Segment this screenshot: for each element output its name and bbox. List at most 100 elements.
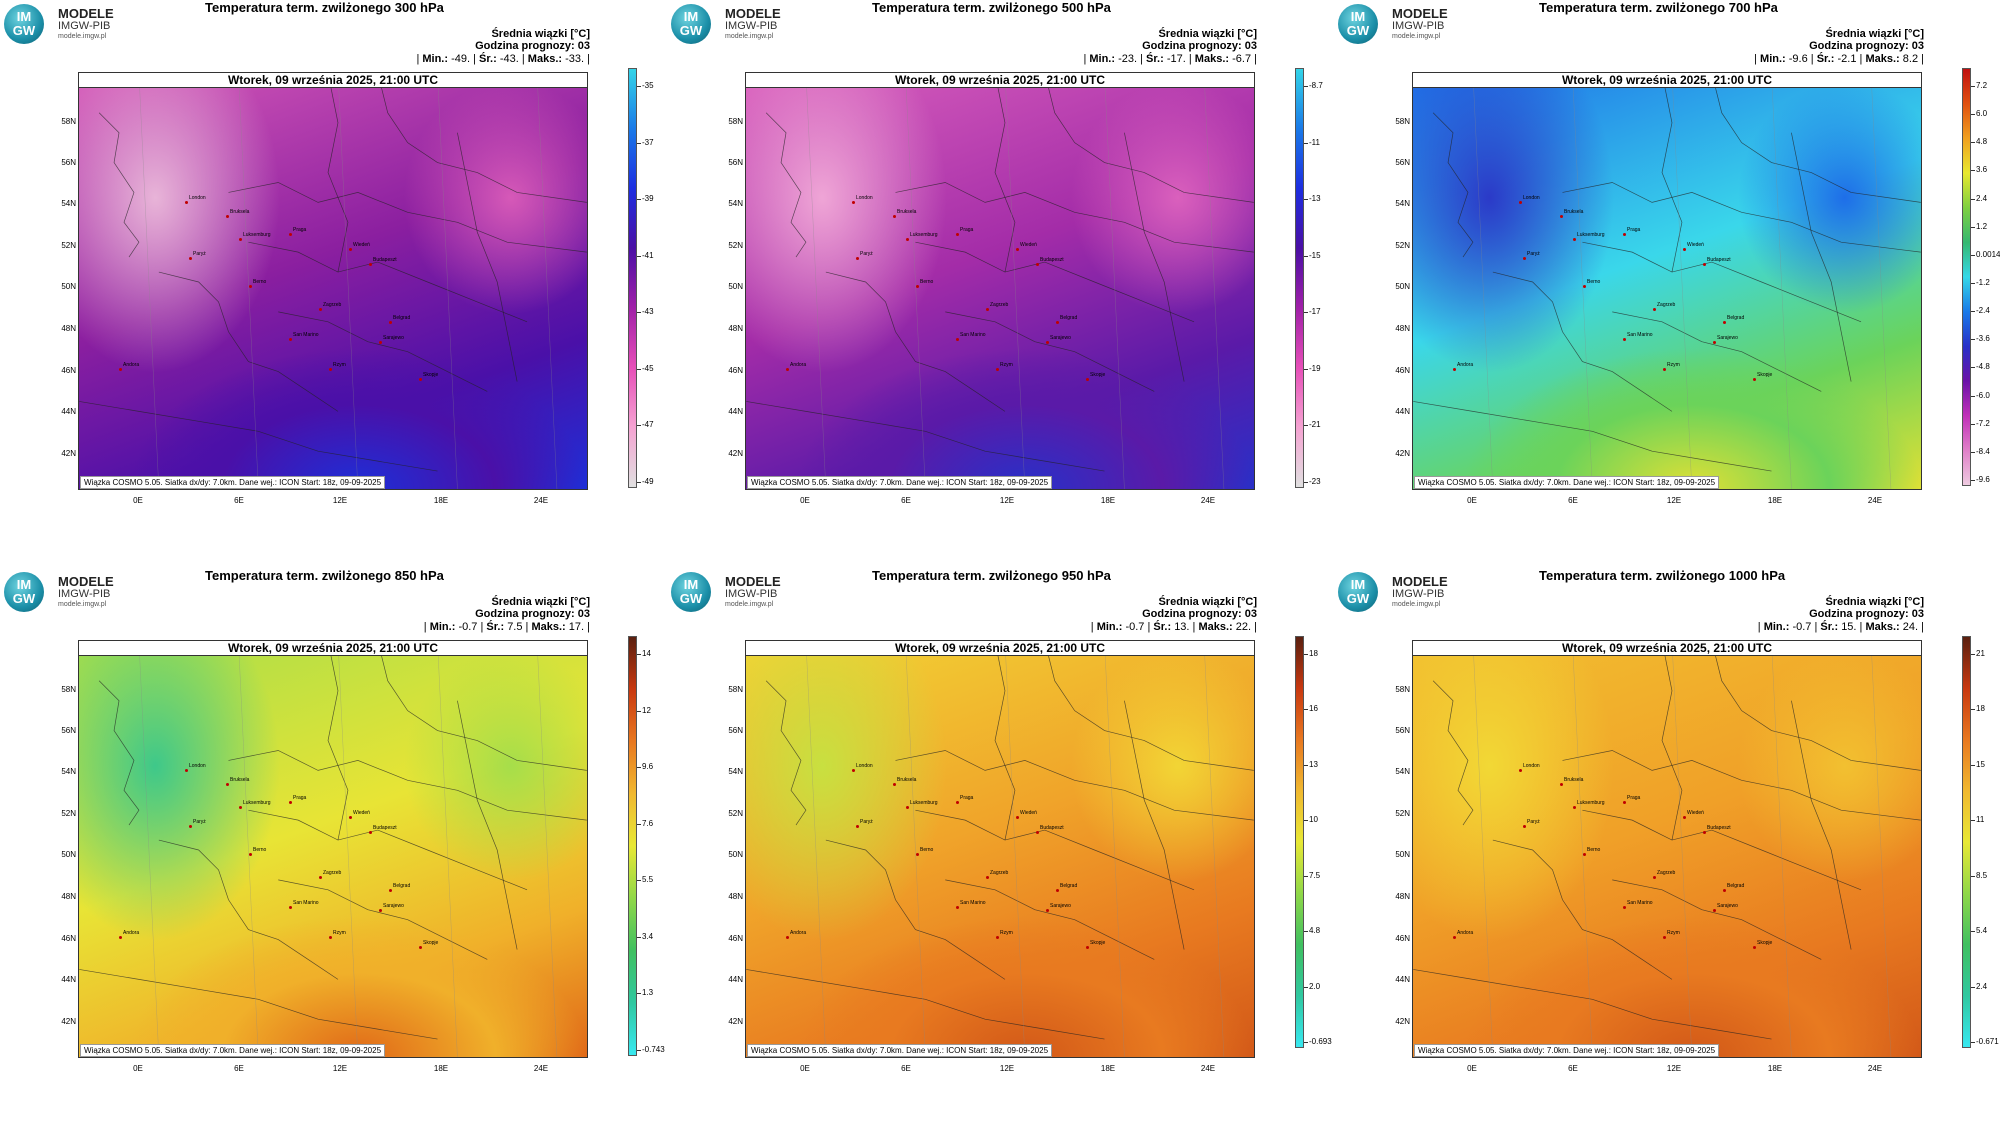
stat-min-avg-max: | Min.: -0.7 | Śr.: 13. | Maks.: 22. | [1090,621,1257,633]
longitude-label: 6E [901,496,911,505]
colorbar-tick [1971,709,1975,711]
latitude-label: 52N [728,809,743,818]
stat-mean-label: Średnia wiązki [°C] [491,596,590,608]
city-label: Paryż [193,251,206,257]
city-label: Skopje [1757,372,1773,378]
city-marker [239,806,242,809]
stat-min-avg-max: | Min.: -9.6 | Śr.: -2.1 | Maks.: 8.2 | [1754,53,1924,65]
colorbar-tick [1971,198,1975,200]
model-credit: Wiązka COSMO 5.05. Siatka dx/dy: 7.0km. … [1414,476,1720,489]
graticule-line [1671,641,1693,1057]
colorbar-label: 16 [1309,704,1318,714]
city-marker [786,368,789,371]
imgw-logo: IM GW MODELE IMGW-PIB modele.imgw.pl [1338,4,1468,46]
colorbar-tick [1971,1042,1975,1043]
logo-subtitle: IMGW-PIB [58,588,111,600]
colorbar-tick [637,993,641,995]
city-label: Skopje [423,372,439,378]
colorbar-label: -23 [1309,477,1321,486]
border-line [1044,641,1254,771]
graticule-line [437,73,458,489]
latitude-label: 48N [728,892,743,901]
city-marker [1046,341,1049,344]
city-label: Bruksela [1564,777,1584,783]
colorbar-tick [1304,764,1308,766]
colorbar-label: -21 [1309,420,1321,430]
latitude-label: 50N [728,850,743,859]
map-borders [746,641,1254,1057]
city-marker [1653,308,1656,311]
city-marker [893,783,896,786]
graticule-line [536,641,558,1057]
latitude-label: 54N [61,767,76,776]
colorbar-label: 6.0 [1976,109,1988,119]
map-date-label: Wtorek, 09 września 2025, 21:00 UTC [78,640,588,656]
map-borders [746,73,1254,489]
latitude-label: 58N [61,685,76,694]
colorbar-tick [1971,820,1975,822]
city-marker [319,876,322,879]
city-label: Rzym [333,930,346,936]
city-label: San Marino [960,900,986,906]
city-marker [956,801,959,804]
city-label: Rzym [333,362,346,368]
city-marker [289,233,292,236]
border-line [765,680,807,826]
city-label: Wiedeń [353,810,370,816]
city-label: Praga [293,227,307,233]
border-line [1582,241,1862,323]
longitude-label: 24E [533,496,549,505]
stat-max: 17. [568,621,585,633]
stat-max: 8.2 [1902,53,1919,65]
colorbar-tick [1971,339,1975,341]
city-label: Praga [1627,227,1641,233]
city-label: Rzym [1667,362,1680,368]
city-label: Rzym [1000,930,1013,936]
colorbar-label: -6.0 [1976,390,1990,400]
latitude-label: 56N [61,726,76,735]
colorbar-label: 7.6 [642,818,654,828]
city-marker [1623,906,1626,909]
city-marker [852,769,855,772]
stat-mean-label: Średnia wiązki [°C] [1825,596,1924,608]
longitude-label: 18E [1767,496,1783,505]
latitude-label: 46N [728,366,743,375]
colorbar-tick [637,936,641,938]
city-label: Belgrad [393,883,411,889]
logo-url: modele.imgw.pl [58,601,107,608]
latitude-label: 48N [728,324,743,333]
colorbar-label: 21 [1976,649,1985,658]
graticule-line [1870,73,1892,489]
colorbar-label: 13 [1309,759,1318,769]
colorbar-label: 1.3 [642,988,654,998]
logo-title: MODELE [725,6,781,21]
temperature-field [1413,73,1921,489]
city-marker [916,853,919,856]
border-line [915,809,1195,891]
border-line [1492,271,1673,412]
graticule-line [1004,641,1026,1057]
city-label: Bruksela [1564,209,1584,215]
colorbar-label: -4.8 [1976,362,1990,372]
border-line [1582,809,1862,891]
city-label: Berno [253,279,267,285]
city-label: Bruksela [230,209,250,215]
city-label: Zagrzeb [323,302,342,308]
colorbar-tick [637,767,641,769]
colorbar-tick [637,1050,641,1051]
city-marker [329,936,332,939]
city-marker [1573,806,1576,809]
city-marker [996,368,999,371]
city-marker [1723,321,1726,324]
city-marker [226,783,229,786]
city-label: San Marino [960,332,986,338]
city-label: Praga [293,795,307,801]
border-line [79,401,438,472]
colorbar-label: -15 [1309,250,1321,260]
latitude-label: 52N [1395,809,1410,818]
colorbar-label: 11 [1976,815,1985,825]
logo-url: modele.imgw.pl [1392,601,1441,608]
city-marker [986,876,989,879]
colorbar-label: -41 [642,250,654,260]
city-marker [1036,263,1039,266]
